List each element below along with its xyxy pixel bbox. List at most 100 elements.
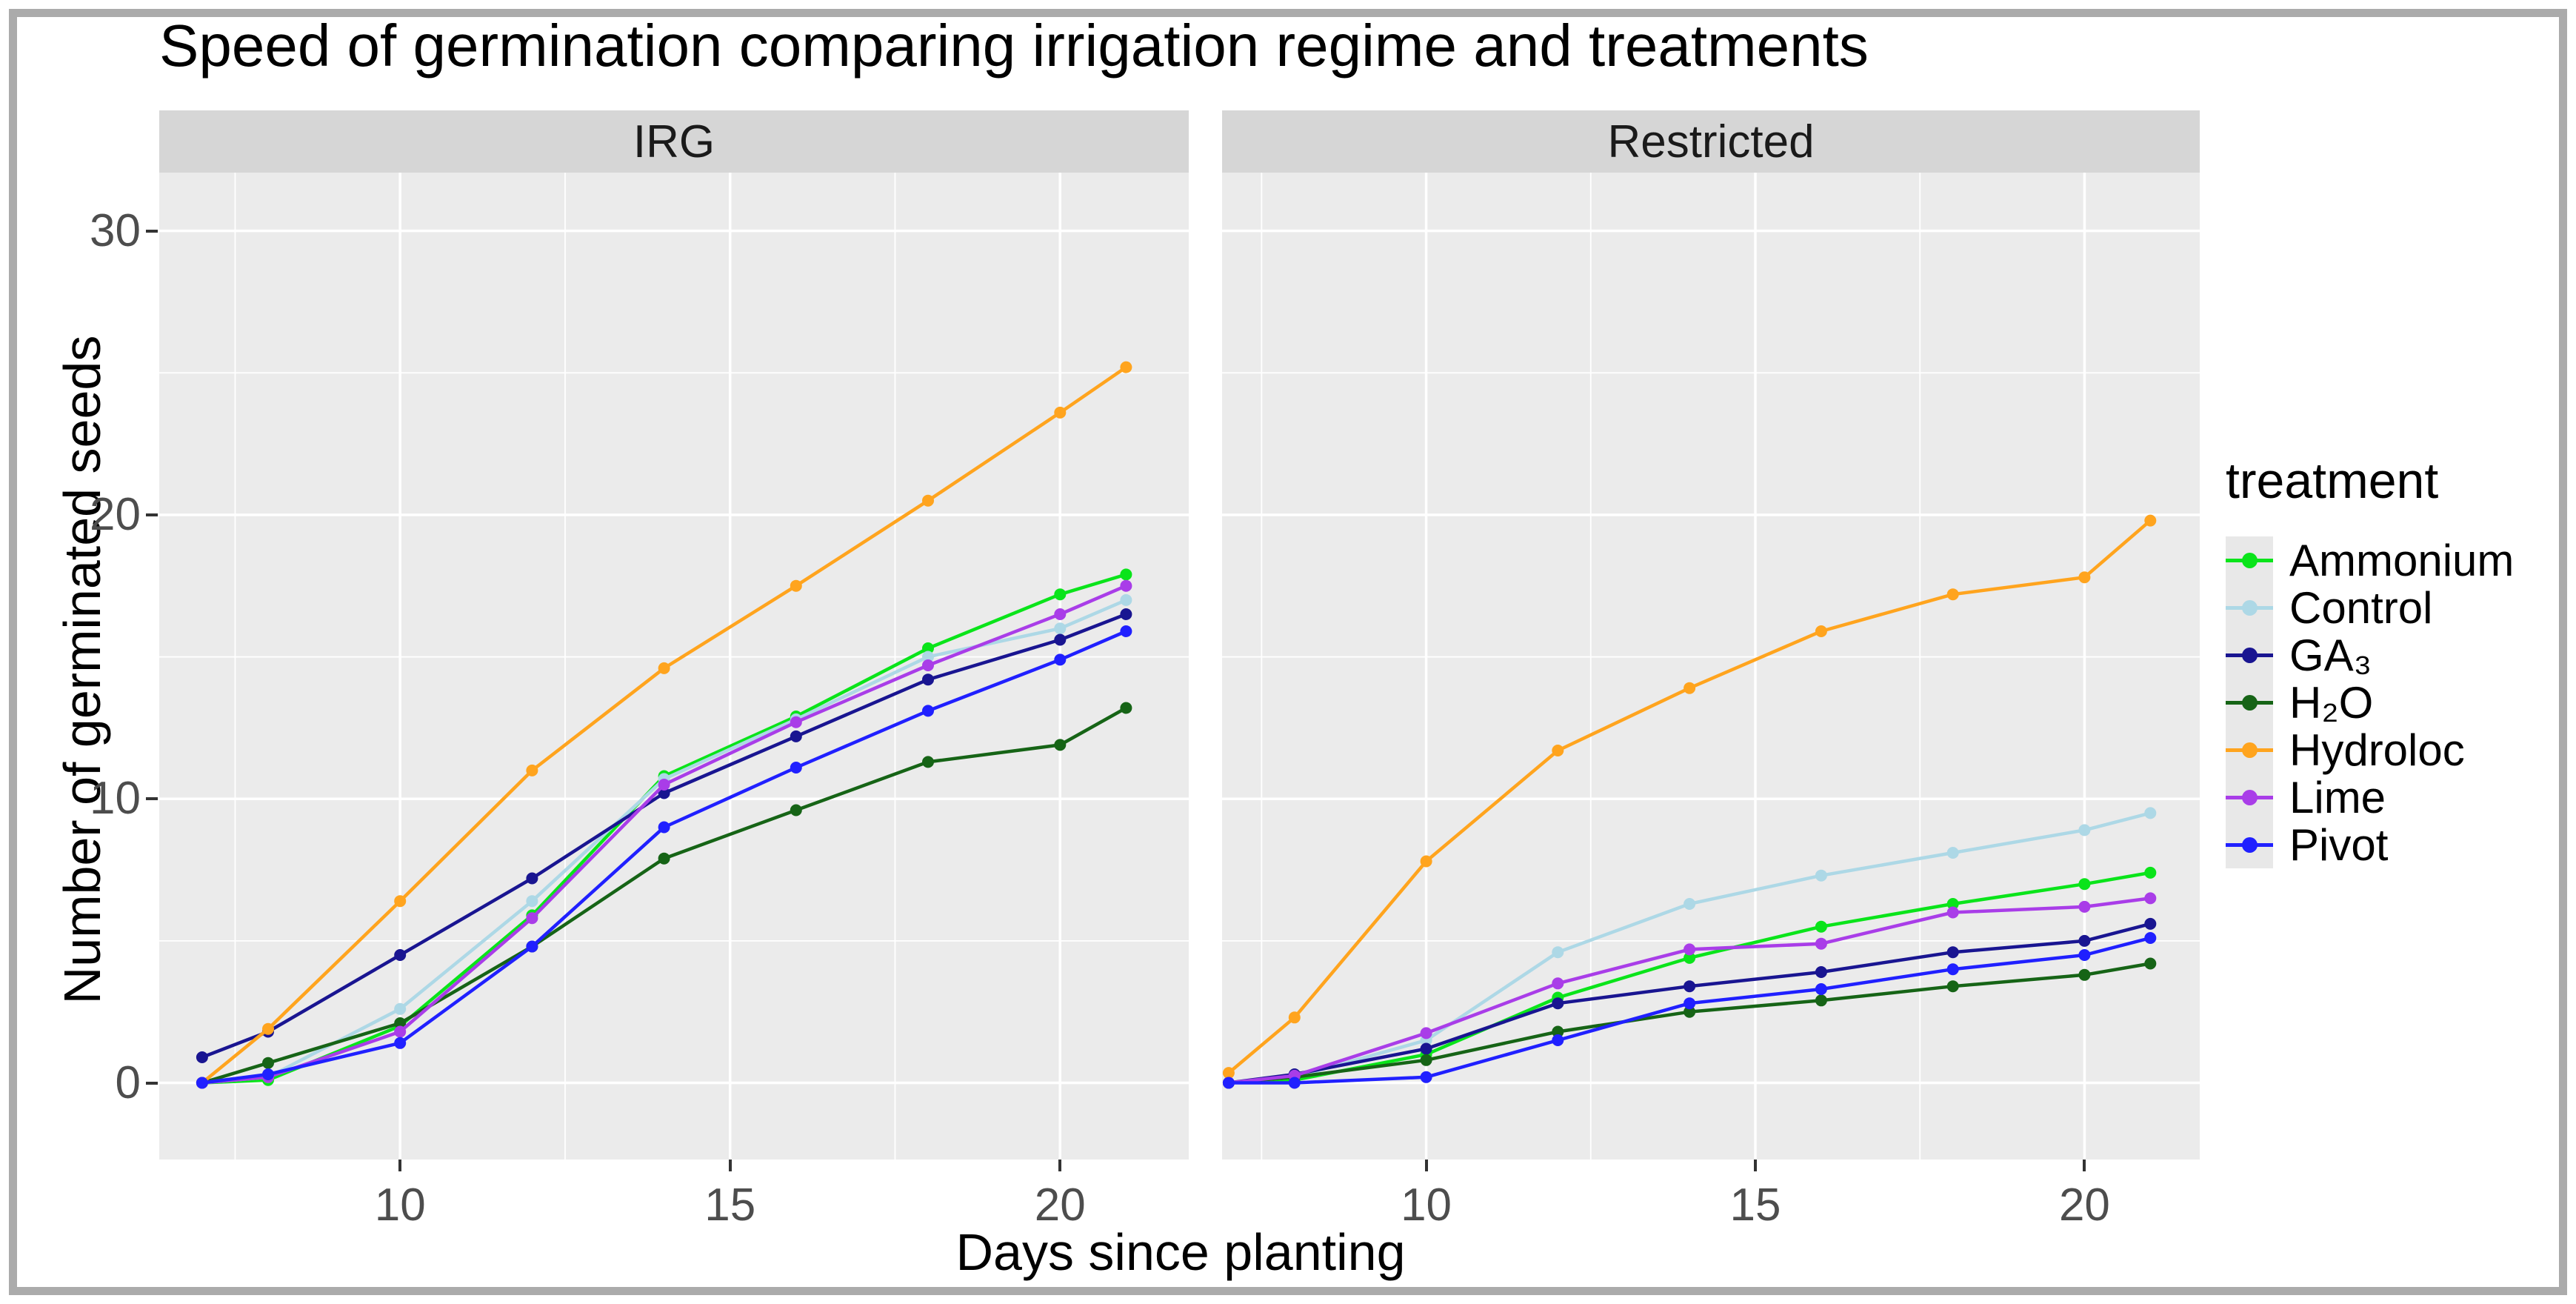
legend-label: Control	[2289, 582, 2433, 633]
series-point-ammonium	[922, 642, 934, 654]
series-point-control	[1120, 593, 1132, 606]
y-tick-label: 30	[90, 204, 141, 256]
y-tick-mark	[146, 229, 158, 233]
facet-strip-label: Restricted	[1607, 116, 1815, 167]
series-point-ga	[790, 730, 802, 742]
series-point-pivot	[658, 821, 670, 834]
series-point-pivot	[2078, 949, 2091, 961]
series-point-ga	[196, 1051, 208, 1063]
series-point-pivot	[1815, 983, 1827, 995]
x-tick-label: 10	[374, 1180, 426, 1231]
series-point-hydroloc	[1815, 625, 1827, 637]
legend-entry-ammonium: Ammonium	[2226, 535, 2515, 585]
series-point-lime	[394, 1025, 407, 1038]
series-point-ammonium	[1946, 898, 1959, 910]
y-tick-mark	[146, 513, 158, 516]
x-tick-mark	[2083, 1160, 2086, 1171]
series-point-hydroloc	[1120, 361, 1132, 373]
x-tick-label: 15	[704, 1180, 756, 1231]
series-point-hydroloc	[658, 662, 670, 674]
series-point-control	[1054, 622, 1067, 635]
legend-entry-ga: GA₃	[2226, 631, 2514, 680]
series-point-ammonium	[1054, 588, 1067, 601]
x-axis-title: Days since planting	[955, 1223, 1406, 1281]
x-tick-label: 20	[2058, 1180, 2110, 1231]
series-point-hydroloc	[262, 1022, 274, 1035]
legend-key-icon	[2226, 584, 2273, 631]
series-point-hydroloc	[790, 579, 802, 592]
legend-label: H₂O	[2289, 677, 2374, 728]
x-tick-mark	[728, 1160, 732, 1171]
series-point-control	[922, 651, 934, 663]
series-point-pivot	[1552, 1034, 1564, 1046]
series-point-hydroloc	[1054, 406, 1067, 419]
series-point-lime	[922, 659, 934, 671]
x-tick-label: 20	[1034, 1180, 1086, 1231]
series-point-pivot	[262, 1068, 274, 1080]
series-point-ho	[1684, 1005, 1696, 1018]
series-point-control	[2144, 807, 2157, 819]
y-tick-label: 0	[115, 1057, 141, 1108]
series-point-pivot	[1684, 997, 1696, 1010]
series-point-pivot	[1288, 1077, 1301, 1089]
plot-panel-restricted	[1222, 173, 2200, 1160]
series-point-lime	[526, 912, 538, 925]
series-point-hydroloc	[1684, 682, 1696, 694]
series-point-pivot	[790, 762, 802, 774]
series-point-ho	[2144, 957, 2157, 970]
facet-plot-svg	[1222, 173, 2200, 1160]
series-point-ga	[2144, 917, 2157, 930]
series-point-hydroloc	[922, 494, 934, 507]
series-point-ho	[1815, 994, 1827, 1007]
series-line-hydroloc	[201, 365, 1127, 1085]
series-point-ga	[1684, 980, 1696, 993]
series-point-lime	[1684, 943, 1696, 956]
facet-strip-label: IRG	[633, 116, 715, 167]
x-tick-mark	[398, 1160, 402, 1171]
legend-label: Ammonium	[2289, 535, 2515, 585]
series-point-ho	[1946, 980, 1959, 993]
y-axis-title: Number of germinated seeds	[53, 335, 111, 1005]
legend-title: treatment	[2226, 453, 2439, 509]
series-point-ammonium	[2144, 866, 2157, 879]
series-point-lime	[790, 716, 802, 728]
series-point-ammonium	[2078, 878, 2091, 891]
series-point-hydroloc	[2144, 514, 2157, 527]
series-point-hydroloc	[1288, 1011, 1301, 1024]
legend-key-icon	[2226, 774, 2273, 821]
legend-entry-lime: Lime	[2226, 773, 2514, 822]
legend-key-icon	[2226, 679, 2273, 726]
x-tick-mark	[1754, 1160, 1757, 1171]
series-point-pivot	[1120, 625, 1132, 637]
series-point-hydroloc	[2078, 571, 2091, 584]
series-point-ga	[2078, 934, 2091, 947]
series-point-pivot	[1420, 1071, 1432, 1083]
series-point-ammonium	[1120, 568, 1132, 581]
series-point-lime	[658, 779, 670, 791]
y-tick-mark	[146, 797, 158, 801]
series-point-lime	[1552, 977, 1564, 990]
series-point-lime	[1120, 579, 1132, 592]
x-tick-mark	[1424, 1160, 1428, 1171]
series-point-lime	[1946, 906, 1959, 919]
series-point-ho	[1120, 702, 1132, 714]
series-point-lime	[2144, 892, 2157, 905]
chart-title: Speed of germination comparing irrigatio…	[159, 13, 1869, 79]
legend-label: Hydroloc	[2289, 725, 2465, 775]
legend-key-icon	[2226, 726, 2273, 774]
series-point-lime	[1054, 608, 1067, 620]
series-point-ga	[1054, 633, 1067, 646]
series-point-hydroloc	[1552, 745, 1564, 756]
series-point-ho	[922, 756, 934, 768]
series-point-lime	[1420, 1027, 1432, 1039]
series-point-ho	[658, 852, 670, 865]
legend-entry-hydroloc: Hydroloc	[2226, 725, 2514, 775]
series-point-ho	[2078, 968, 2091, 981]
series-point-control	[1684, 898, 1696, 910]
series-point-ga	[922, 673, 934, 686]
facet-strip-restricted: Restricted	[1222, 110, 2200, 173]
plot-panel-irg	[159, 173, 1189, 1160]
series-point-lime	[2078, 900, 2091, 913]
series-point-control	[394, 1002, 407, 1015]
facet-plot-svg	[159, 173, 1189, 1160]
